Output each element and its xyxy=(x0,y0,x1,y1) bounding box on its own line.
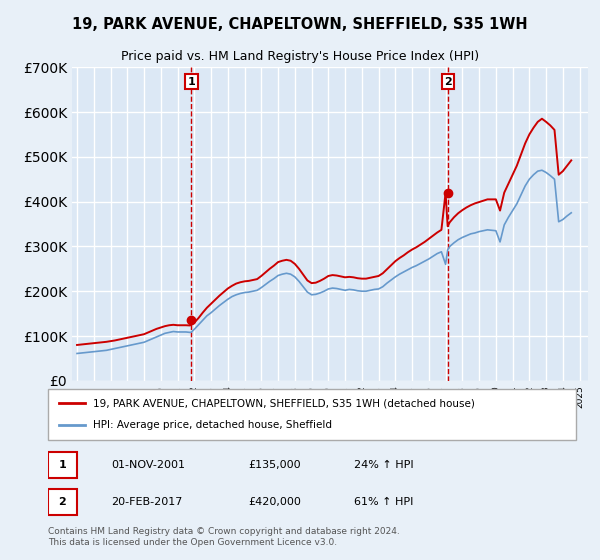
FancyBboxPatch shape xyxy=(48,389,576,440)
Text: 01-NOV-2001: 01-NOV-2001 xyxy=(112,460,185,470)
Text: 1: 1 xyxy=(188,77,196,87)
Text: £135,000: £135,000 xyxy=(248,460,301,470)
Text: 19, PARK AVENUE, CHAPELTOWN, SHEFFIELD, S35 1WH (detached house): 19, PARK AVENUE, CHAPELTOWN, SHEFFIELD, … xyxy=(93,398,475,408)
FancyBboxPatch shape xyxy=(48,489,77,515)
Text: 61% ↑ HPI: 61% ↑ HPI xyxy=(354,497,413,507)
Text: 1: 1 xyxy=(58,460,66,470)
Text: HPI: Average price, detached house, Sheffield: HPI: Average price, detached house, Shef… xyxy=(93,421,332,431)
Text: £420,000: £420,000 xyxy=(248,497,302,507)
Text: 20-FEB-2017: 20-FEB-2017 xyxy=(112,497,183,507)
Text: 24% ↑ HPI: 24% ↑ HPI xyxy=(354,460,414,470)
Text: 2: 2 xyxy=(58,497,66,507)
Text: 19, PARK AVENUE, CHAPELTOWN, SHEFFIELD, S35 1WH: 19, PARK AVENUE, CHAPELTOWN, SHEFFIELD, … xyxy=(72,17,528,32)
Text: 2: 2 xyxy=(444,77,451,87)
Text: Price paid vs. HM Land Registry's House Price Index (HPI): Price paid vs. HM Land Registry's House … xyxy=(121,50,479,63)
FancyBboxPatch shape xyxy=(48,452,77,478)
Text: Contains HM Land Registry data © Crown copyright and database right 2024.
This d: Contains HM Land Registry data © Crown c… xyxy=(48,528,400,547)
